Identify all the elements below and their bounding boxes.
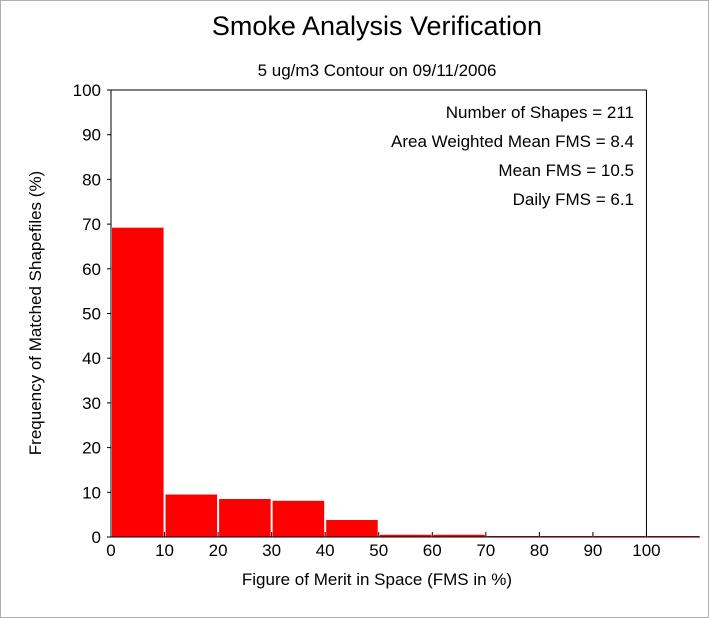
axes-group [110,89,700,538]
y-axis-label: Frequency of Matched Shapefiles (%) [26,171,45,455]
chart-subtitle: 5 ug/m3 Contour on 09/11/2006 [258,61,497,80]
y-tick-label-2: 20 [82,439,101,458]
annotation-0: Number of Shapes = 211 [446,103,634,122]
bar-5 [379,534,432,537]
x-tick-label-2: 20 [209,541,228,560]
y-tick-label-5: 50 [82,305,101,324]
x-tick-label-7: 70 [476,541,495,560]
bar-1 [165,494,218,537]
chart-title: Smoke Analysis Verification [212,11,542,41]
bar-6 [433,534,485,537]
y-tick-label-1: 10 [82,483,101,502]
bar-4 [326,520,378,537]
y-tick-label-8: 80 [82,170,101,189]
x-tick-label-8: 80 [530,541,549,560]
x-axis-label: Figure of Merit in Space (FMS in %) [242,570,512,589]
y-tick-label-0: 0 [92,528,101,547]
x-tick-label-5: 50 [369,541,388,560]
y-tick-label-4: 40 [82,349,101,368]
bars-group [112,227,699,537]
x-tick-label-6: 60 [423,541,442,560]
annotation-3: Daily FMS = 6.1 [513,190,634,209]
y-tick-label-6: 60 [82,260,101,279]
x-tick-label-9: 90 [583,541,602,560]
x-tick-label-1: 10 [155,541,174,560]
bar-3 [272,500,325,537]
y-tick-label-7: 70 [82,215,101,234]
annotation-2: Mean FMS = 10.5 [498,161,634,180]
y-tick-label-9: 90 [82,126,101,145]
y-tick-label-10: 100 [73,81,101,100]
annotation-1: Area Weighted Mean FMS = 8.4 [391,132,634,151]
x-tick-label-10: 100 [632,541,660,560]
x-tick-label-0: 0 [106,541,115,560]
bar-0 [112,227,164,537]
ticks-group: 0 10 20 30 40 50 60 70 80 90 100 0 10 20 30 40 50 60 70 80 9… [73,81,661,560]
x-tick-label-3: 30 [262,541,281,560]
x-tick-label-4: 40 [316,541,335,560]
annotations-group: Number of Shapes = 211 Area Weighted Mean… [391,103,634,209]
y-tick-label-3: 30 [82,394,101,413]
bar-2 [219,499,271,537]
